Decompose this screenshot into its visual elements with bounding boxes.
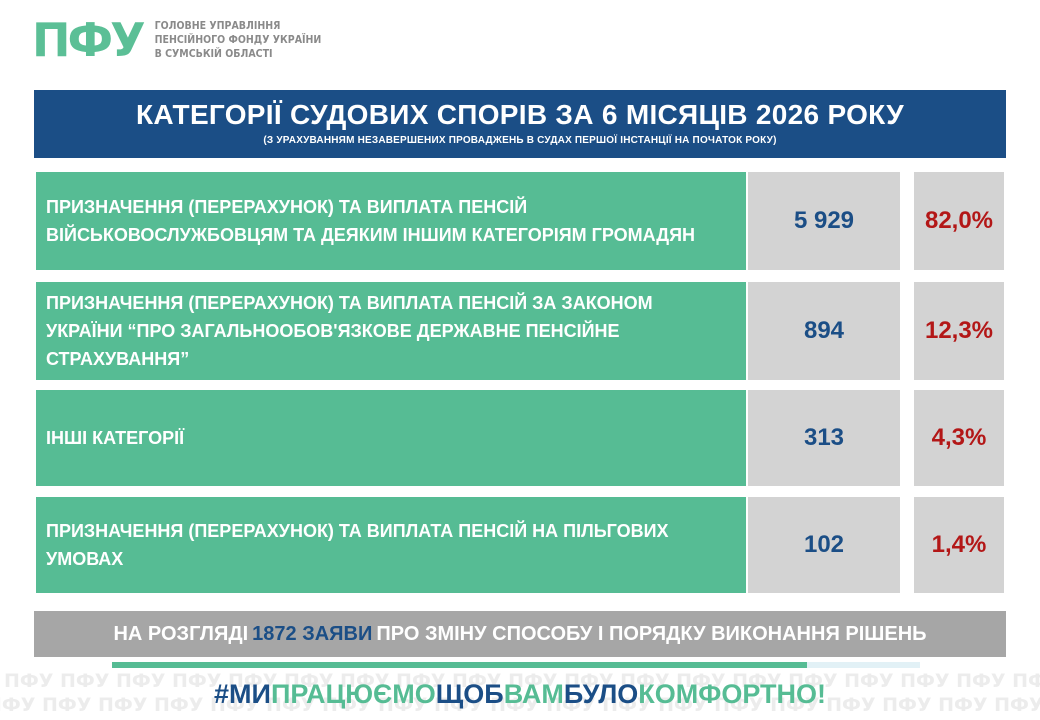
logo-organization-name: ГОЛОВНЕ УПРАВЛІННЯ ПЕНСІЙНОГО ФОНДУ УКРА… [155, 19, 322, 61]
category-label-line: ПРИЗНАЧЕННЯ (ПЕРЕРАХУНОК) ТА ВИПЛАТА ПЕН… [46, 293, 653, 313]
category-label-line: ВІЙСЬКОВОСЛУЖБОВЦЯМ ТА ДЕЯКИМ ІНШИМ КАТЕ… [46, 225, 696, 245]
watermark-line: ПФУ ПФУ ПФУ ПФУ ПФУ ПФУ ПФУ ПФУ ПФУ ПФУ … [4, 670, 1040, 692]
logo-line-2: ПЕНСІЙНОГО ФОНДУ УКРАЇНИ [154, 34, 322, 46]
category-label: ПРИЗНАЧЕННЯ (ПЕРЕРАХУНОК) ТА ВИПЛАТА ПЕН… [36, 282, 746, 380]
category-row-4: ПРИЗНАЧЕННЯ (ПЕРЕРАХУНОК) ТА ВИПЛАТА ПЕН… [36, 497, 1004, 593]
slogan-hashtag: #МИПРАЦЮЄМОЩОБВАМБУЛОКОМФОРТНО! [0, 676, 1040, 712]
pending-suffix: ПРО ЗМІНУ СПОСОБУ І ПОРЯДКУ ВИКОНАННЯ РІ… [376, 622, 927, 645]
hashtag-word: ПРАЦЮЄМО [270, 679, 436, 709]
logo-mark: ПФУ [32, 13, 146, 67]
category-label-line: УМОВАХ [46, 549, 124, 569]
watermark-line: ПФУ ПФУ ПФУ ПФУ ПФУ ПФУ ПФУ ПФУ ПФУ ПФУ … [0, 694, 1040, 716]
category-percent: 82,0% [914, 172, 1004, 270]
decorative-progress-line [112, 662, 920, 668]
category-count: 894 [748, 282, 900, 380]
category-count: 102 [748, 497, 900, 593]
category-label: ПРИЗНАЧЕННЯ (ПЕРЕРАХУНОК) ТА ВИПЛАТА ПЕН… [36, 172, 746, 270]
hashtag-word: #МИ [214, 679, 271, 709]
category-label: ІНШІ КАТЕГОРІЇ [36, 390, 746, 486]
category-label-line: ПРИЗНАЧЕННЯ (ПЕРЕРАХУНОК) ТА ВИПЛАТА ПЕН… [46, 521, 669, 541]
page-subtitle: (З УРАХУВАННЯМ НЕЗАВЕРШЕНИХ ПРОВАДЖЕНЬ В… [263, 135, 777, 146]
pfu-logo: ПФУ ГОЛОВНЕ УПРАВЛІННЯ ПЕНСІЙНОГО ФОНДУ … [32, 14, 321, 66]
category-row-1: ПРИЗНАЧЕННЯ (ПЕРЕРАХУНОК) ТА ВИПЛАТА ПЕН… [36, 172, 1004, 270]
category-label-line: ІНШІ КАТЕГОРІЇ [46, 428, 185, 448]
logo-line-3: В СУМСЬКІЙ ОБЛАСТІ [154, 48, 273, 60]
hashtag-word: КОМФОРТНО! [638, 679, 826, 709]
category-percent: 4,3% [914, 390, 1004, 486]
hashtag-word: ЩОБ [435, 679, 504, 709]
category-label: ПРИЗНАЧЕННЯ (ПЕРЕРАХУНОК) ТА ВИПЛАТА ПЕН… [36, 497, 746, 593]
hashtag-word: ВАМ [503, 679, 564, 709]
pending-prefix: НА РОЗГЛЯДІ [113, 622, 249, 645]
category-count: 313 [748, 390, 900, 486]
category-label-line: УКРАЇНИ “ПРО ЗАГАЛЬНООБОВ'ЯЗКОВЕ ДЕРЖАВН… [46, 321, 620, 341]
pfu-watermark: ПФУ ПФУ ПФУ ПФУ ПФУ ПФУ ПФУ ПФУ ПФУ ПФУ … [0, 662, 1040, 720]
category-count: 5 929 [748, 172, 900, 270]
hashtag-word: БУЛО [563, 679, 639, 709]
category-row-2: ПРИЗНАЧЕННЯ (ПЕРЕРАХУНОК) ТА ВИПЛАТА ПЕН… [36, 282, 1004, 380]
category-row-3: ІНШІ КАТЕГОРІЇ 313 4,3% [36, 390, 1004, 486]
logo-line-1: ГОЛОВНЕ УПРАВЛІННЯ [154, 20, 281, 32]
page-title: КАТЕГОРІЇ СУДОВИХ СПОРІВ ЗА 6 МІСЯЦІВ 20… [136, 99, 904, 130]
pending-applications-bar: НА РОЗГЛЯДІ 1872 ЗАЯВИ ПРО ЗМІНУ СПОСОБУ… [34, 611, 1006, 657]
pending-count-number: 1872 [252, 622, 297, 645]
category-percent: 12,3% [914, 282, 1004, 380]
category-label-line: СТРАХУВАННЯ” [46, 349, 190, 369]
title-banner: КАТЕГОРІЇ СУДОВИХ СПОРІВ ЗА 6 МІСЯЦІВ 20… [34, 90, 1006, 158]
progress-line-fill [112, 662, 807, 668]
category-label-line: ПРИЗНАЧЕННЯ (ПЕРЕРАХУНОК) ТА ВИПЛАТА ПЕН… [46, 197, 528, 217]
pending-count-noun: ЗАЯВИ [302, 622, 373, 645]
category-percent: 1,4% [914, 497, 1004, 593]
pending-count: 1872 ЗАЯВИ [252, 623, 372, 646]
